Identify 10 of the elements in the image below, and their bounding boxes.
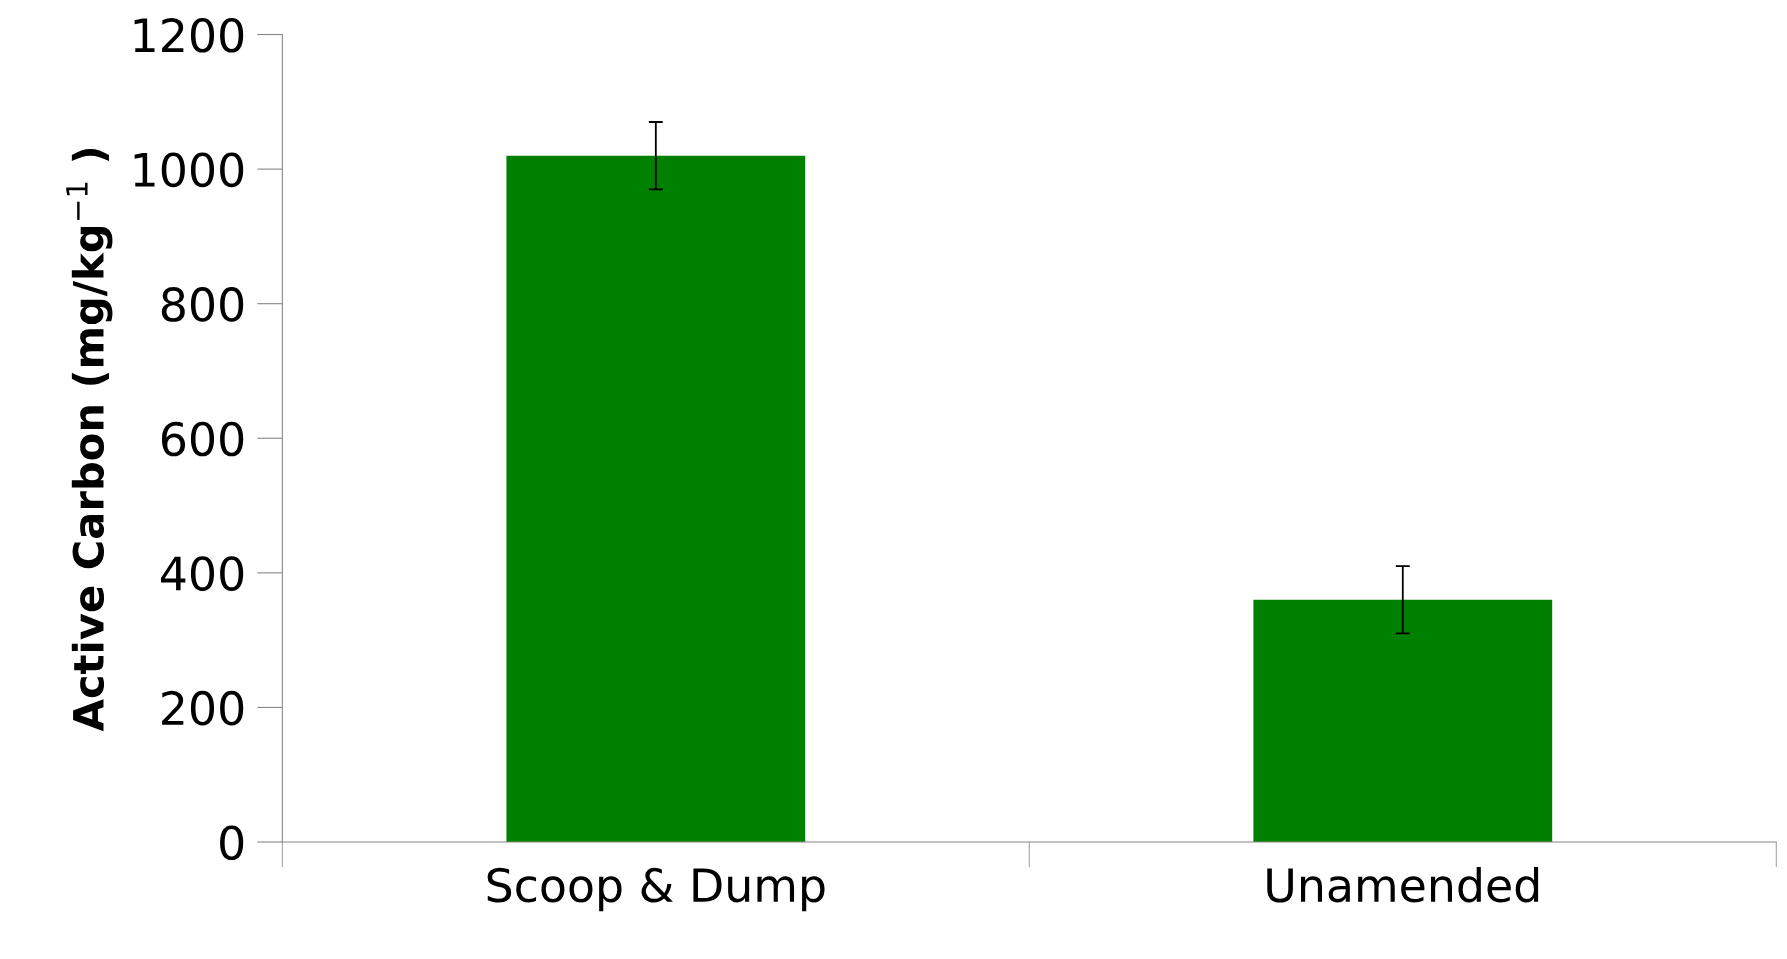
y-tick-label: 600: [161, 421, 244, 457]
x-tick-label: Scoop & Dump: [487, 867, 825, 912]
y-tick-label: 200: [162, 690, 244, 726]
y-tick-label: 1000: [134, 152, 244, 188]
y-tick-label: 0: [220, 825, 244, 861]
y-tick-label: 400: [160, 556, 244, 591]
y-axis-title: Active Carbon (mg/kg$^{−1}$ ): [66, 148, 113, 732]
x-tick-label: Unamended: [1267, 867, 1539, 903]
y-tick-label: 800: [161, 287, 244, 322]
y-tick-label: 1200: [134, 17, 244, 53]
